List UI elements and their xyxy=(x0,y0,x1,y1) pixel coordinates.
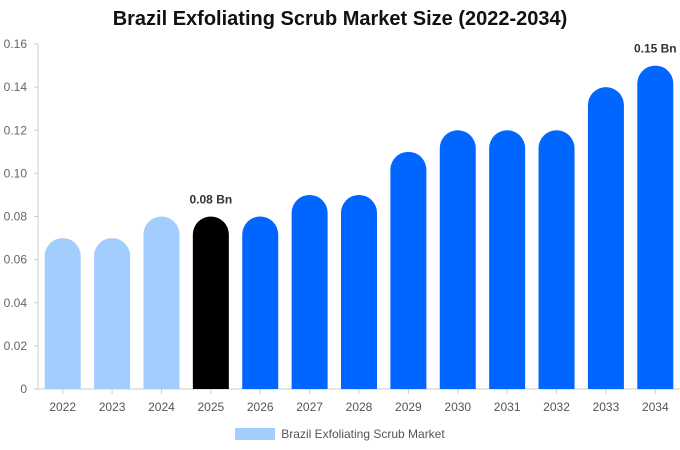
x-tick-label: 2028 xyxy=(346,400,373,414)
bar-2025[interactable] xyxy=(192,216,229,390)
legend-swatch xyxy=(235,427,276,440)
x-tick-label: 2025 xyxy=(197,400,224,414)
bar-2030[interactable] xyxy=(439,130,476,390)
y-tick-label: 0.02 xyxy=(4,339,28,353)
bar-2026[interactable] xyxy=(242,216,279,390)
x-tick-label: 2023 xyxy=(99,400,126,414)
x-tick-label: 2034 xyxy=(642,400,669,414)
x-tick-label: 2027 xyxy=(296,400,323,414)
x-tick-label: 2024 xyxy=(148,400,175,414)
bar-2023[interactable] xyxy=(94,238,131,389)
bar-2031[interactable] xyxy=(489,130,526,389)
bar-2028[interactable] xyxy=(341,194,377,389)
data-label-2025: 0.08 Bn xyxy=(190,193,233,207)
y-tick-label: 0.10 xyxy=(4,166,28,180)
bar-2029[interactable] xyxy=(390,151,427,389)
y-tick-label: 0.12 xyxy=(4,123,28,137)
y-tick-label: 0.04 xyxy=(4,296,28,310)
x-tick-label: 2022 xyxy=(49,400,76,414)
bar-2022[interactable] xyxy=(44,238,81,389)
y-tick-label: 0.06 xyxy=(4,253,28,267)
y-tick-label: 0.16 xyxy=(4,37,28,51)
bar-2033[interactable] xyxy=(587,87,624,389)
bar-2034[interactable] xyxy=(637,65,674,389)
x-tick-label: 2029 xyxy=(395,400,422,414)
bar-2024[interactable] xyxy=(143,216,180,390)
x-tick-label: 2026 xyxy=(247,400,274,414)
legend[interactable]: Brazil Exfoliating Scrub Market xyxy=(0,426,680,441)
bar-2027[interactable] xyxy=(291,194,328,389)
data-label-2034: 0.15 Bn xyxy=(634,42,677,56)
chart-title: Brazil Exfoliating Scrub Market Size (20… xyxy=(112,8,568,30)
x-tick-label: 2031 xyxy=(494,400,521,414)
legend-label: Brazil Exfoliating Scrub Market xyxy=(281,426,445,441)
y-tick-label: 0.14 xyxy=(4,80,28,94)
x-tick-label: 2033 xyxy=(593,400,620,414)
x-tick-label: 2032 xyxy=(543,400,570,414)
y-tick-label: 0.08 xyxy=(4,210,28,224)
x-tick-label: 2030 xyxy=(444,400,471,414)
y-tick-label: 0 xyxy=(20,382,27,396)
bar-2032[interactable] xyxy=(538,130,575,390)
